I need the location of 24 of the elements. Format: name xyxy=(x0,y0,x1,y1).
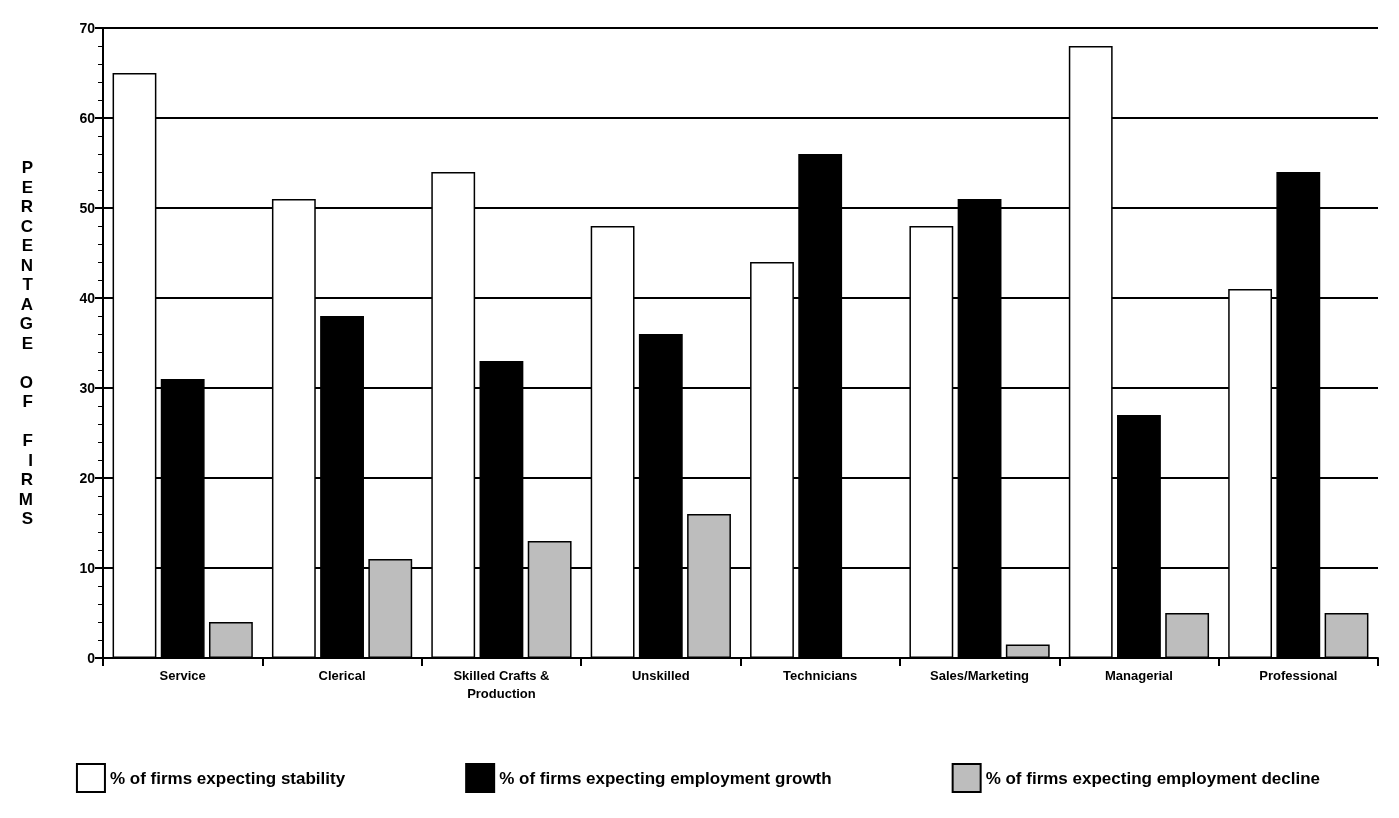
bar xyxy=(1165,613,1210,658)
x-tick-label: Technicians xyxy=(783,667,858,683)
x-tick-label: Sales/Marketing xyxy=(930,667,1030,683)
x-tick-label: Managerial xyxy=(1104,667,1173,683)
x-tick-label: Professional xyxy=(1259,667,1338,683)
bar xyxy=(1005,644,1050,658)
x-tick-label: Service xyxy=(159,667,206,683)
x-tick-label: Clerical xyxy=(318,667,366,683)
bar xyxy=(1324,613,1369,658)
y-tick-label: 20 xyxy=(79,470,96,486)
bar xyxy=(208,622,253,658)
x-tick-label: Skilled Crafts & Production xyxy=(453,667,550,701)
legend-label: % of firms expecting employment decline xyxy=(985,768,1321,788)
y-tick-label: 50 xyxy=(79,200,96,216)
y-tick-label: 60 xyxy=(79,110,96,126)
legend-label: % of firms expecting employment growth xyxy=(499,768,832,788)
x-tick-label: Unskilled xyxy=(631,667,690,683)
text: PERCENTAGE OF FIRMS xyxy=(18,158,33,528)
y-tick-label: 0 xyxy=(87,650,96,666)
y-tick-label: 70 xyxy=(79,20,96,36)
legend-label: % of firms expecting stability xyxy=(109,768,346,788)
y-tick-label: 30 xyxy=(79,380,96,396)
y-tick-label: 10 xyxy=(79,560,96,576)
y-tick-label: 40 xyxy=(79,290,96,306)
